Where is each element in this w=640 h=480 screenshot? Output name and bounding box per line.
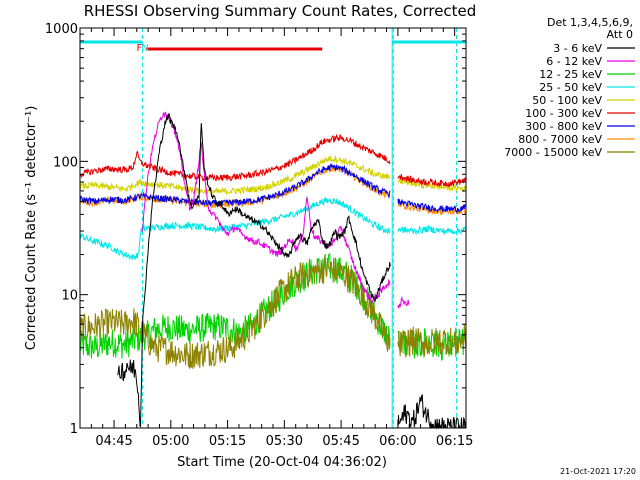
y-tick-label-2: 10 [61,289,78,304]
series-late-line-e-100-300 [397,174,467,188]
x-tick-label-3: 05:30 [266,434,303,449]
legend-label-e-25-50: 25 - 50 keV [539,81,602,94]
plot-background [80,28,466,428]
series-line-e-3-6 [117,113,391,428]
legend-label-e-6-12: 6 - 12 keV [546,55,602,68]
x-axis-ticks: 04:45 05:00 05:15 05:30 05:45 06:00 06:15 [79,28,473,449]
legend-label-e-100-300: 100 - 300 keV [525,107,602,120]
y-axis-ticks: 1000 100 10 1 [45,22,466,437]
series-late-line-e-6-12 [397,295,410,309]
series-line-e-6-12 [141,111,391,306]
y-axis-label: Corrected Count Rate (s⁻¹ detector⁻¹) [24,106,39,351]
legend-label-e-50-100: 50 - 100 keV [532,94,602,107]
plot-area [80,28,466,428]
legend-label-e-300-800: 300 - 800 keV [525,120,602,133]
legend-header-line-1: Att 0 [607,28,633,41]
series-line-e-100-300 [79,133,391,182]
y-tick-label-1: 100 [53,155,78,170]
legend-label-e-3-6: 3 - 6 keV [553,42,602,55]
x-tick-label-2: 05:15 [209,434,246,449]
x-tick-label-6: 06:15 [436,434,473,449]
legend-header-line-0: Det 1,3,4,5,6,9, [547,16,633,29]
flag-label-n: N [141,43,148,54]
y-tick-label-3: 1 [70,422,78,437]
series-late-line-e-25-50 [397,224,467,236]
flag-label-f: F [137,43,143,54]
chart-title: RHESSI Observing Summary Count Rates, Co… [84,2,477,20]
series-late-line-e-7000-15000 [397,323,467,358]
legend-label-e-7000-15000: 7000 - 15000 keV [504,146,602,159]
x-tick-label-1: 05:00 [152,434,189,449]
x-axis-label: Start Time (20-Oct-04 04:36:02) [177,455,387,470]
y-tick-label-0: 1000 [45,22,78,37]
legend-label-e-12-25: 12 - 25 keV [539,68,602,81]
x-tick-label-5: 06:00 [379,434,416,449]
series-late-line-e-300-800 [397,198,467,214]
legend-label-e-800-7000: 800 - 7000 keV [518,133,602,146]
series-line-e-300-800 [79,162,391,208]
x-tick-label-0: 04:45 [95,434,132,449]
x-tick-label-4: 05:45 [322,434,359,449]
series-line-e-50-100 [79,155,391,196]
series-line-e-7000-15000 [79,257,391,370]
timestamp: 21-Oct-2021 17:20 [560,467,636,476]
